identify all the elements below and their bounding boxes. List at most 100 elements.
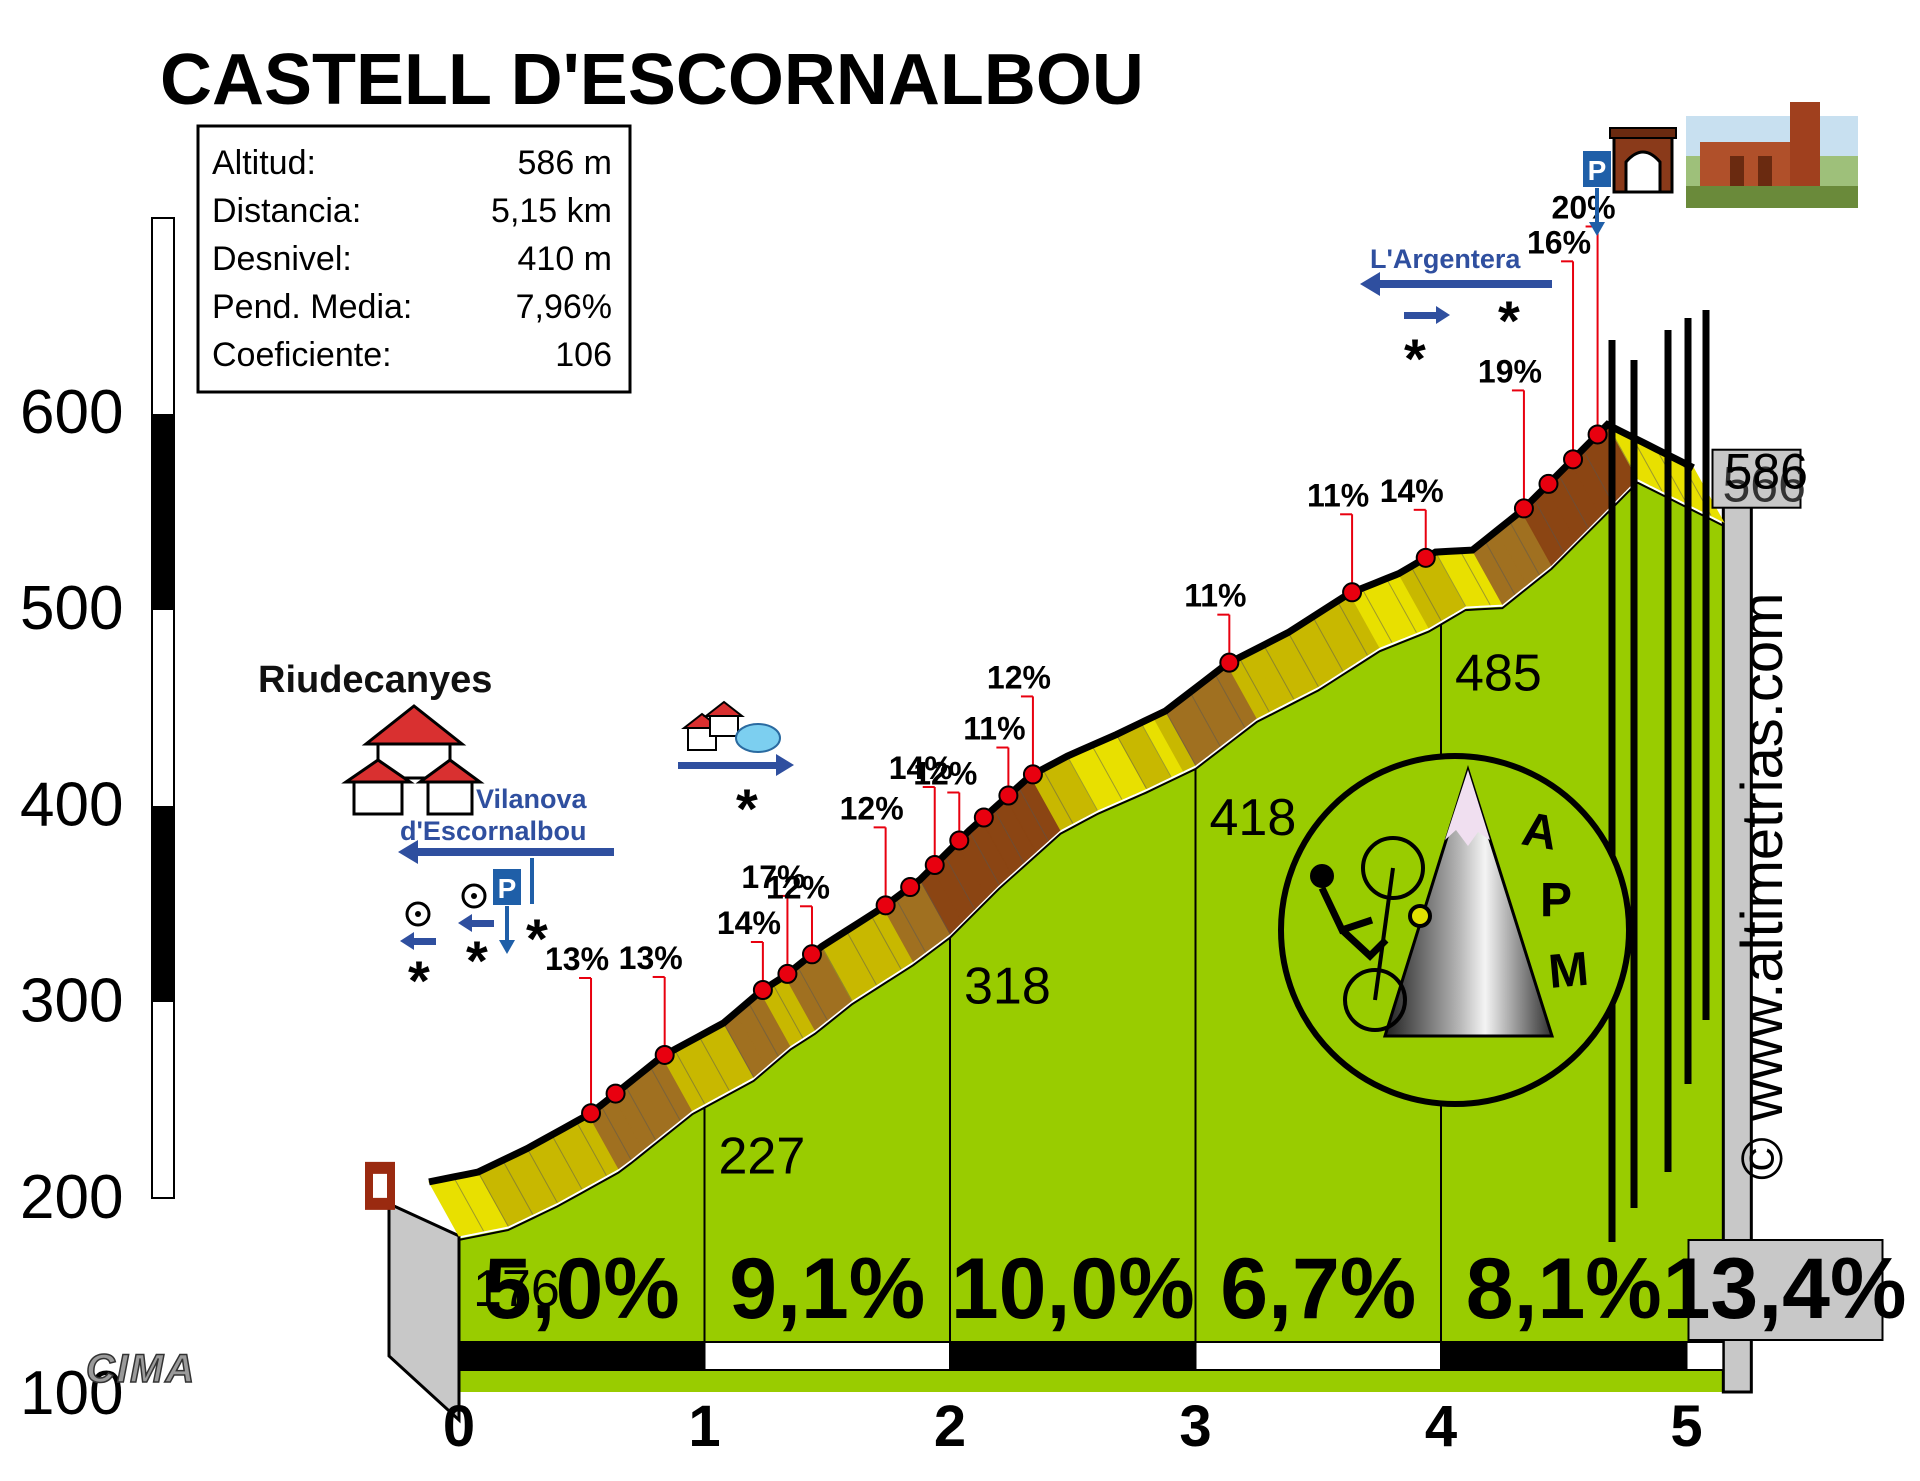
marker-gradient-label: 11%: [963, 711, 1025, 747]
x-axis-bar: [949, 1341, 1197, 1371]
steep-marker-dot: [1219, 652, 1240, 673]
arrow-right-icon: [1404, 306, 1450, 324]
profile-side-wall: [387, 1201, 461, 1424]
vilanova-sign: Vilanova d'Escornalbou P * *: [398, 784, 614, 1012]
svg-text:*: *: [408, 949, 430, 1012]
segment-gradient-label: 13,4%: [1663, 1241, 1907, 1337]
segment-gradient-label: 9,1%: [729, 1241, 925, 1337]
km-altitude-label: 485: [1455, 644, 1542, 702]
svg-text:P: P: [1588, 155, 1607, 186]
town-label: Riudecanyes: [258, 659, 492, 701]
info-value: 7,96%: [516, 288, 612, 326]
svg-text:P: P: [498, 873, 517, 904]
village-label-line2: d'Escornalbou: [400, 816, 586, 846]
km-altitude-label: 227: [719, 1128, 806, 1186]
info-value: 5,15 km: [491, 192, 612, 230]
x-tick-label: 5: [1670, 1394, 1702, 1459]
y-tick-label: 200: [20, 1163, 123, 1232]
arrow-left-icon: [1360, 272, 1552, 296]
marker-gradient-label: 20%: [1552, 189, 1616, 225]
marker-gradient-label: 13%: [619, 940, 683, 976]
x-axis-bar: [458, 1341, 706, 1371]
marker-gradient-label: 12%: [987, 659, 1051, 695]
cima-logo: CIMA: [85, 1346, 196, 1392]
km-altitude-label: 418: [1210, 789, 1297, 847]
mountain-icon: [1382, 764, 1555, 1038]
y-tick-label: 600: [20, 378, 123, 447]
asterisk-icon: *: [1404, 327, 1426, 390]
town-riudecanyes: Riudecanyes: [258, 659, 492, 816]
km-altitude-label: 318: [964, 958, 1051, 1016]
chart-title: CASTELL D'ESCORNALBOU: [160, 40, 1144, 120]
asterisk-icon: *: [1498, 289, 1520, 352]
steep-marker-dot: [1563, 449, 1584, 470]
summit-altitude-label: 586: [1725, 443, 1808, 499]
x-tick-label: 3: [1179, 1394, 1211, 1459]
x-tick-label: 4: [1425, 1394, 1457, 1459]
svg-text:*: *: [526, 907, 548, 970]
altitude-scale: 100 200 300 400 500 600: [20, 217, 175, 1428]
svg-text:CIMA: CIMA: [86, 1347, 196, 1391]
steep-marker-dot: [1587, 424, 1608, 445]
steep-marker-dot: [1415, 547, 1436, 568]
marker-gradient-label: 14%: [889, 750, 953, 786]
km-altitude-label: 566: [1723, 457, 1806, 513]
scale-band-dark: [152, 806, 174, 1002]
argentera-sign: L'Argentera * *: [1360, 244, 1552, 390]
x-tick-label: 1: [688, 1394, 720, 1459]
marker-gradient-label: 12%: [840, 790, 904, 826]
parking-icon: P: [491, 858, 534, 954]
info-value: 410 m: [518, 240, 613, 278]
steep-marker-dot: [605, 1083, 626, 1104]
steep-marker-dot: [998, 785, 1019, 806]
arrow-right-icon: [678, 754, 794, 776]
segment-gradient-label: 8,1%: [1466, 1241, 1662, 1337]
segment-gradient-label: 5,0%: [484, 1241, 680, 1337]
steep-marker-dot: [973, 807, 994, 828]
km-altitude-label: 176: [473, 1260, 560, 1318]
info-label: Distancia:: [212, 192, 361, 230]
marker-gradient-label: 14%: [717, 905, 781, 941]
info-label: Altitud:: [212, 144, 316, 182]
x-axis-bar: [1440, 1341, 1688, 1371]
watermark: © www.altimetrias.com: [1730, 593, 1795, 1180]
steep-marker-dot: [1538, 473, 1559, 494]
road-line: [428, 420, 1695, 1186]
x-tick-label: 0: [443, 1394, 475, 1459]
info-value: 586 m: [518, 144, 613, 182]
steep-marker-dot: [1342, 582, 1363, 603]
arrow-left-icon: [398, 840, 614, 864]
castle-photo: [1686, 102, 1858, 208]
steep-marker-dot: [949, 830, 970, 851]
marker-gradient-label: 16%: [1527, 224, 1591, 260]
steep-marker-dot: [924, 855, 945, 876]
castle-gate-icon: [1609, 127, 1677, 194]
x-axis-bar: [703, 1341, 951, 1371]
steep-marker-dot: [581, 1103, 602, 1124]
arrow-left-icon: [400, 914, 494, 950]
village-houses-icon: [681, 700, 781, 753]
y-tick-label: 400: [20, 770, 123, 839]
segment-gradient-label: 10,0%: [951, 1241, 1195, 1337]
info-box: Altitud: 586 m Distancia: 5,15 km Desnivel: 4…: [196, 124, 632, 394]
svg-text:*: *: [466, 929, 488, 992]
marker-gradient-label: 19%: [1478, 353, 1542, 389]
marker-gradient-label: 17%: [741, 859, 805, 895]
y-tick-label: 300: [20, 967, 123, 1036]
marker-gradient-label: 12%: [766, 869, 830, 905]
info-value: 106: [555, 336, 612, 374]
apm-letter: M: [1546, 943, 1590, 999]
profile-area: [365, 420, 1753, 1424]
village-label-line1: Vilanova: [476, 784, 588, 814]
segment-gradient-label: 6,7%: [1220, 1241, 1416, 1337]
poi-icon: [405, 883, 487, 927]
turn-label: L'Argentera: [1370, 244, 1521, 274]
marker-gradient-label: 11%: [1307, 477, 1369, 513]
marker-gradient-label: 12%: [913, 755, 977, 791]
apm-logo: APM: [1278, 753, 1632, 1107]
lake-icon: [735, 723, 781, 753]
marker-gradient-label: 11%: [1184, 578, 1246, 614]
houses-icon: [341, 704, 485, 816]
